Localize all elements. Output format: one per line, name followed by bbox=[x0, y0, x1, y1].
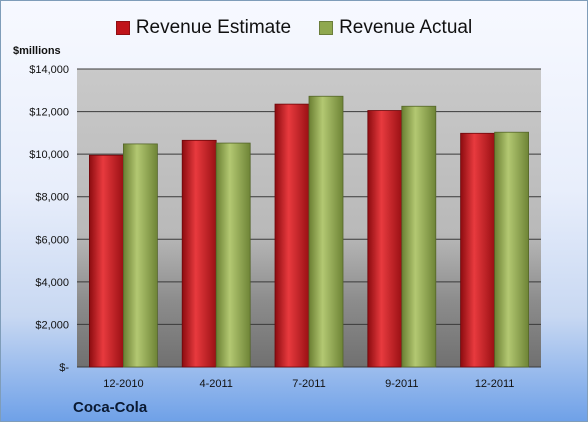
x-tick-label: 4-2011 bbox=[199, 378, 232, 390]
bar-revenue-estimate bbox=[181, 139, 217, 368]
bar-revenue-estimate bbox=[460, 132, 496, 368]
x-tick-label: 12-2010 bbox=[103, 378, 143, 390]
y-tick-label: $4,000 bbox=[35, 277, 69, 289]
bar-revenue-actual bbox=[494, 131, 530, 368]
legend-swatch-actual bbox=[319, 21, 334, 35]
bar-revenue-estimate bbox=[367, 110, 403, 368]
bar-revenue-estimate bbox=[89, 154, 124, 368]
legend-label-actual: Revenue Actual bbox=[339, 17, 473, 38]
legend-swatch-estimate bbox=[115, 21, 130, 35]
y-tick-label: $14,000 bbox=[29, 64, 69, 76]
legend: Revenue Estimate Revenue Actual bbox=[1, 17, 587, 39]
bar-revenue-actual bbox=[401, 105, 437, 368]
legend-item-actual: Revenue Actual bbox=[319, 17, 472, 39]
x-axis-ticks: 12-2010 4-2011 7-2011 9-2011 12-2011 bbox=[103, 378, 514, 390]
company-label: Coca-Cola bbox=[73, 399, 148, 416]
x-tick-label: 7-2011 bbox=[292, 378, 325, 390]
y-axis-unit-label: $millions bbox=[13, 45, 61, 57]
y-tick-label: $6,000 bbox=[35, 234, 69, 246]
y-tick-label: $8,000 bbox=[35, 192, 69, 204]
y-axis-ticks: $- $2,000 $4,000 $6,000 $8,000 $10,000 $12,000… bbox=[29, 64, 69, 374]
bar-revenue-actual bbox=[123, 143, 158, 368]
legend-item-estimate: Revenue Estimate bbox=[115, 17, 292, 39]
y-tick-label: $2,000 bbox=[35, 319, 69, 331]
x-tick-label: 12-2011 bbox=[475, 378, 515, 390]
bar-revenue-estimate bbox=[274, 103, 310, 368]
y-tick-label: $10,000 bbox=[29, 149, 69, 161]
y-tick-label: $- bbox=[59, 362, 69, 374]
legend-label-estimate: Revenue Estimate bbox=[135, 17, 292, 38]
bar-revenue-actual bbox=[308, 95, 344, 368]
bar-revenue-actual bbox=[215, 142, 251, 368]
y-tick-label: $12,000 bbox=[29, 107, 69, 119]
bars bbox=[89, 95, 530, 368]
x-tick-label: 9-2011 bbox=[385, 378, 418, 390]
